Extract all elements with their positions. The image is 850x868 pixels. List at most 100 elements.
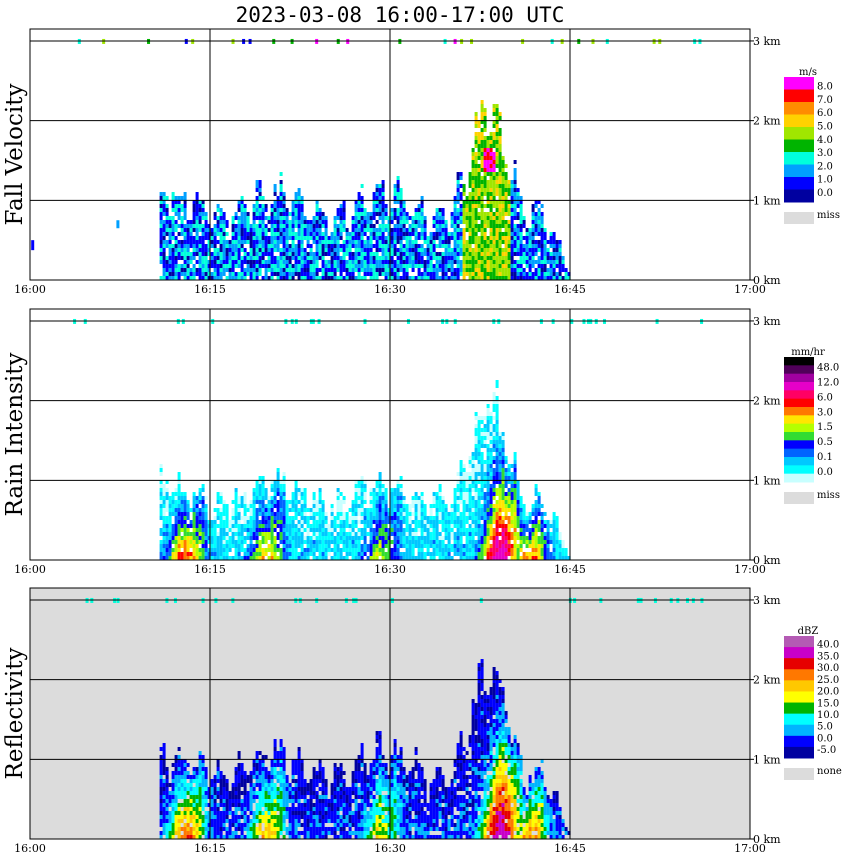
heatmap-cell <box>486 448 490 452</box>
heatmap-cell <box>180 512 184 516</box>
heatmap-cell <box>453 208 457 212</box>
heatmap-cell <box>276 208 280 212</box>
heatmap-cell <box>210 536 214 540</box>
heatmap-cell <box>474 276 478 280</box>
heatmap-cell <box>195 544 199 548</box>
heatmap-cell <box>396 208 400 212</box>
heatmap-cell <box>471 476 475 480</box>
heatmap-cell <box>420 496 424 500</box>
heatmap-cell <box>324 532 328 536</box>
heatmap-cell <box>288 232 292 236</box>
heatmap-cell <box>345 260 349 264</box>
heatmap-cell <box>468 504 472 508</box>
heatmap-cell <box>381 520 385 524</box>
heatmap-cell <box>159 528 163 532</box>
heatmap-cell <box>456 212 460 216</box>
heatmap-cell <box>480 452 484 456</box>
heatmap-cell <box>447 556 451 560</box>
heatmap-cell <box>162 552 166 556</box>
heatmap-cell <box>501 216 505 220</box>
heatmap-cell <box>159 787 163 791</box>
heatmap-cell <box>225 244 229 248</box>
heatmap-cell <box>252 508 256 512</box>
heatmap-cell <box>486 264 490 268</box>
heatmap-cell <box>363 516 367 520</box>
heatmap-cell <box>294 544 298 548</box>
heatmap-cell <box>483 236 487 240</box>
heatmap-cell <box>498 552 502 556</box>
heatmap-cell <box>240 236 244 240</box>
heatmap-cell <box>462 532 466 536</box>
heatmap-cell <box>366 512 370 516</box>
heatmap-cell <box>255 492 259 496</box>
heatmap-cell <box>360 536 364 540</box>
heatmap-cell <box>495 544 499 548</box>
heatmap-cell <box>204 256 208 260</box>
heatmap-cell <box>183 504 187 508</box>
heatmap-cell <box>399 208 403 212</box>
heatmap-cell <box>159 544 163 548</box>
heatmap-cell <box>528 516 532 520</box>
heatmap-cell <box>417 224 421 228</box>
heatmap-cell <box>483 152 487 156</box>
heatmap-cell <box>198 268 202 272</box>
heatmap-cell <box>315 500 319 504</box>
heatmap-cell <box>495 404 499 408</box>
heatmap-cell <box>498 204 502 208</box>
heatmap-cell <box>192 276 196 280</box>
heatmap-cell <box>531 528 535 532</box>
heatmap-cell <box>399 504 403 508</box>
heatmap-cell <box>159 236 163 240</box>
heatmap-cell <box>192 244 196 248</box>
heatmap-cell <box>477 544 481 548</box>
heatmap-cell <box>162 272 166 276</box>
heatmap-cell <box>255 216 259 220</box>
heatmap-cell <box>291 268 295 272</box>
heatmap-cell <box>552 548 556 552</box>
heatmap-cell <box>210 532 214 536</box>
heatmap-cell <box>168 528 172 532</box>
heatmap-cell <box>495 252 499 256</box>
heatmap-cell <box>198 496 202 500</box>
heatmap-cell <box>303 512 307 516</box>
heatmap-cell <box>291 536 295 540</box>
heatmap-cell <box>159 835 163 839</box>
heatmap-cell <box>336 524 340 528</box>
heatmap-cell <box>270 500 274 504</box>
heatmap-cell <box>264 520 268 524</box>
heatmap-cell <box>444 228 448 232</box>
heatmap-cell <box>255 232 259 236</box>
heatmap-cell <box>267 216 271 220</box>
heatmap-cell <box>291 272 295 276</box>
heatmap-cell <box>450 276 454 280</box>
heatmap-cell <box>516 544 520 548</box>
heatmap-cell <box>312 508 316 512</box>
heatmap-cell <box>192 248 196 252</box>
heatmap-cell <box>174 244 178 248</box>
heatmap-cell <box>426 256 430 260</box>
heatmap-cell <box>477 180 481 184</box>
heatmap-cell <box>312 528 316 532</box>
heatmap-cell <box>159 492 163 496</box>
heatmap-cell <box>432 552 436 556</box>
heatmap-cell <box>318 224 322 228</box>
heatmap-cell <box>243 536 247 540</box>
heatmap-cell <box>228 536 232 540</box>
heatmap-cell <box>441 240 445 244</box>
heatmap-cell <box>201 216 205 220</box>
heatmap-cell <box>471 164 475 168</box>
heatmap-cell <box>453 540 457 544</box>
heatmap-cell <box>207 520 211 524</box>
heatmap-cell <box>255 524 259 528</box>
heatmap-cell <box>243 228 247 232</box>
heatmap-cell <box>237 520 241 524</box>
heatmap-cell <box>543 260 547 264</box>
heatmap-cell <box>489 228 493 232</box>
heatmap-cell <box>555 528 559 532</box>
heatmap-cell <box>453 544 457 548</box>
heatmap-cell <box>480 152 484 156</box>
heatmap-cell <box>288 264 292 268</box>
heatmap-cell <box>543 232 547 236</box>
heatmap-cell <box>279 188 283 192</box>
heatmap-cell <box>483 496 487 500</box>
